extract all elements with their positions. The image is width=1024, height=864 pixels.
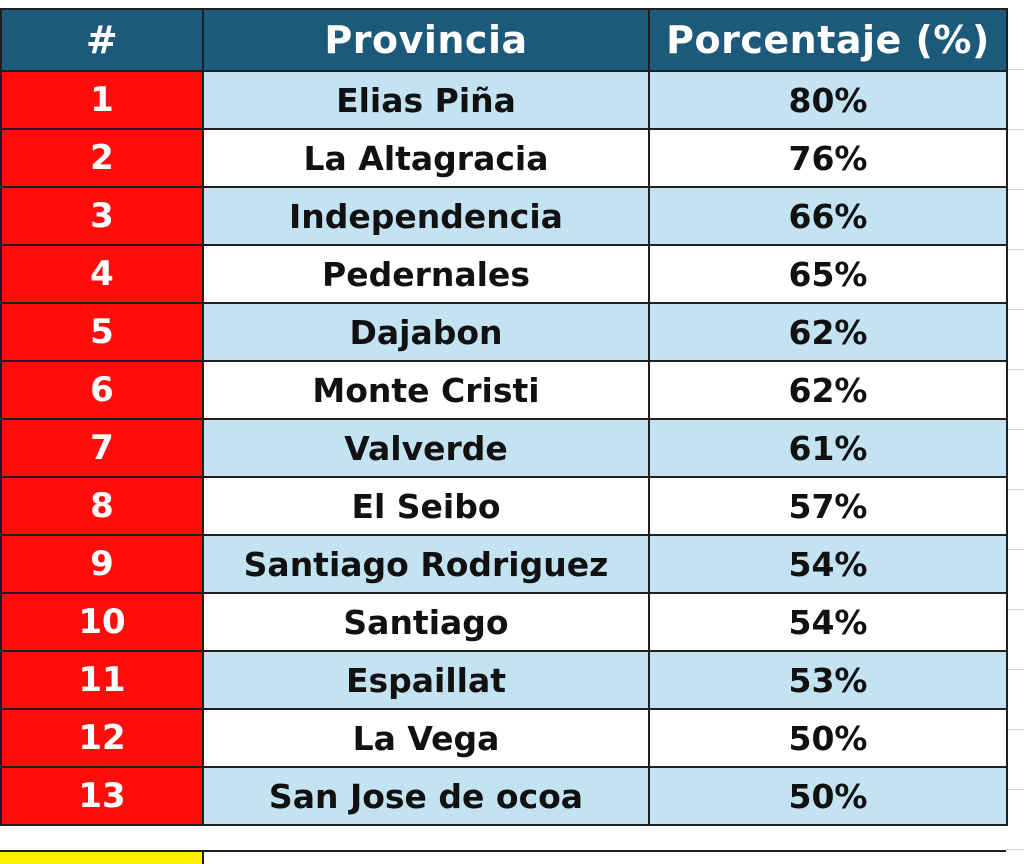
header-percentage[interactable]: Porcentaje (%) [648,8,1008,72]
percentage-cell[interactable]: 54% [648,592,1008,652]
table-row: 8 El Seibo 57% [0,476,1008,536]
table-row: 6 Monte Cristi 62% [0,360,1008,420]
province-cell[interactable]: Valverde [202,418,650,478]
table-row: 9 Santiago Rodriguez 54% [0,534,1008,594]
rank-cell[interactable]: 7 [0,418,204,478]
table-header: # Provincia Porcentaje (%) [0,8,1008,72]
province-cell[interactable]: Pedernales [202,244,650,304]
percentage-cell[interactable]: 57% [648,476,1008,536]
percentage-cell[interactable]: 61% [648,418,1008,478]
rank-cell[interactable]: 11 [0,650,204,710]
province-cell[interactable]: Dajabon [202,302,650,362]
table-row: 7 Valverde 61% [0,418,1008,478]
province-ranking-table: # Provincia Porcentaje (%) 1 Elias Piña … [0,8,1008,826]
table-body: 1 Elias Piña 80% 2 La Altagracia 76% 3 I… [0,70,1008,826]
table-row: 4 Pedernales 65% [0,244,1008,304]
rank-cell[interactable]: 3 [0,186,204,246]
percentage-cell[interactable]: 65% [648,244,1008,304]
percentage-cell[interactable]: 80% [648,70,1008,130]
percentage-cell[interactable]: 62% [648,360,1008,420]
percentage-cell[interactable]: 50% [648,708,1008,768]
table-row: 12 La Vega 50% [0,708,1008,768]
header-rank[interactable]: # [0,8,204,72]
table-row: 10 Santiago 54% [0,592,1008,652]
province-cell[interactable]: La Vega [202,708,650,768]
rank-cell[interactable]: 6 [0,360,204,420]
rank-cell[interactable]: 2 [0,128,204,188]
province-cell[interactable]: Monte Cristi [202,360,650,420]
province-cell[interactable]: Santiago [202,592,650,652]
province-cell[interactable]: La Altagracia [202,128,650,188]
table-row: 11 Espaillat 53% [0,650,1008,710]
table-row: 2 La Altagracia 76% [0,128,1008,188]
header-province[interactable]: Provincia [202,8,650,72]
sheet-gridlines [1006,0,1024,864]
percentage-cell[interactable]: 66% [648,186,1008,246]
percentage-cell[interactable]: 50% [648,766,1008,826]
header-row: # Provincia Porcentaje (%) [0,8,1008,72]
table-row: 1 Elias Piña 80% [0,70,1008,130]
table-row: 3 Independencia 66% [0,186,1008,246]
percentage-cell[interactable]: 53% [648,650,1008,710]
percentage-cell[interactable]: 76% [648,128,1008,188]
rank-cell[interactable]: 12 [0,708,204,768]
percentage-cell[interactable]: 54% [648,534,1008,594]
province-cell[interactable]: Independencia [202,186,650,246]
rank-cell[interactable]: 1 [0,70,204,130]
province-cell[interactable]: San Jose de ocoa [202,766,650,826]
rank-cell[interactable]: 4 [0,244,204,304]
next-rank-cell[interactable] [0,852,204,864]
province-cell[interactable]: Elias Piña [202,70,650,130]
province-cell[interactable]: Espaillat [202,650,650,710]
rank-cell[interactable]: 5 [0,302,204,362]
table-row: 5 Dajabon 62% [0,302,1008,362]
next-row-partial [0,850,1006,864]
rank-cell[interactable]: 9 [0,534,204,594]
percentage-cell[interactable]: 62% [648,302,1008,362]
rank-cell[interactable]: 8 [0,476,204,536]
province-cell[interactable]: El Seibo [202,476,650,536]
rank-cell[interactable]: 10 [0,592,204,652]
table-row: 13 San Jose de ocoa 50% [0,766,1008,826]
rank-cell[interactable]: 13 [0,766,204,826]
province-cell[interactable]: Santiago Rodriguez [202,534,650,594]
